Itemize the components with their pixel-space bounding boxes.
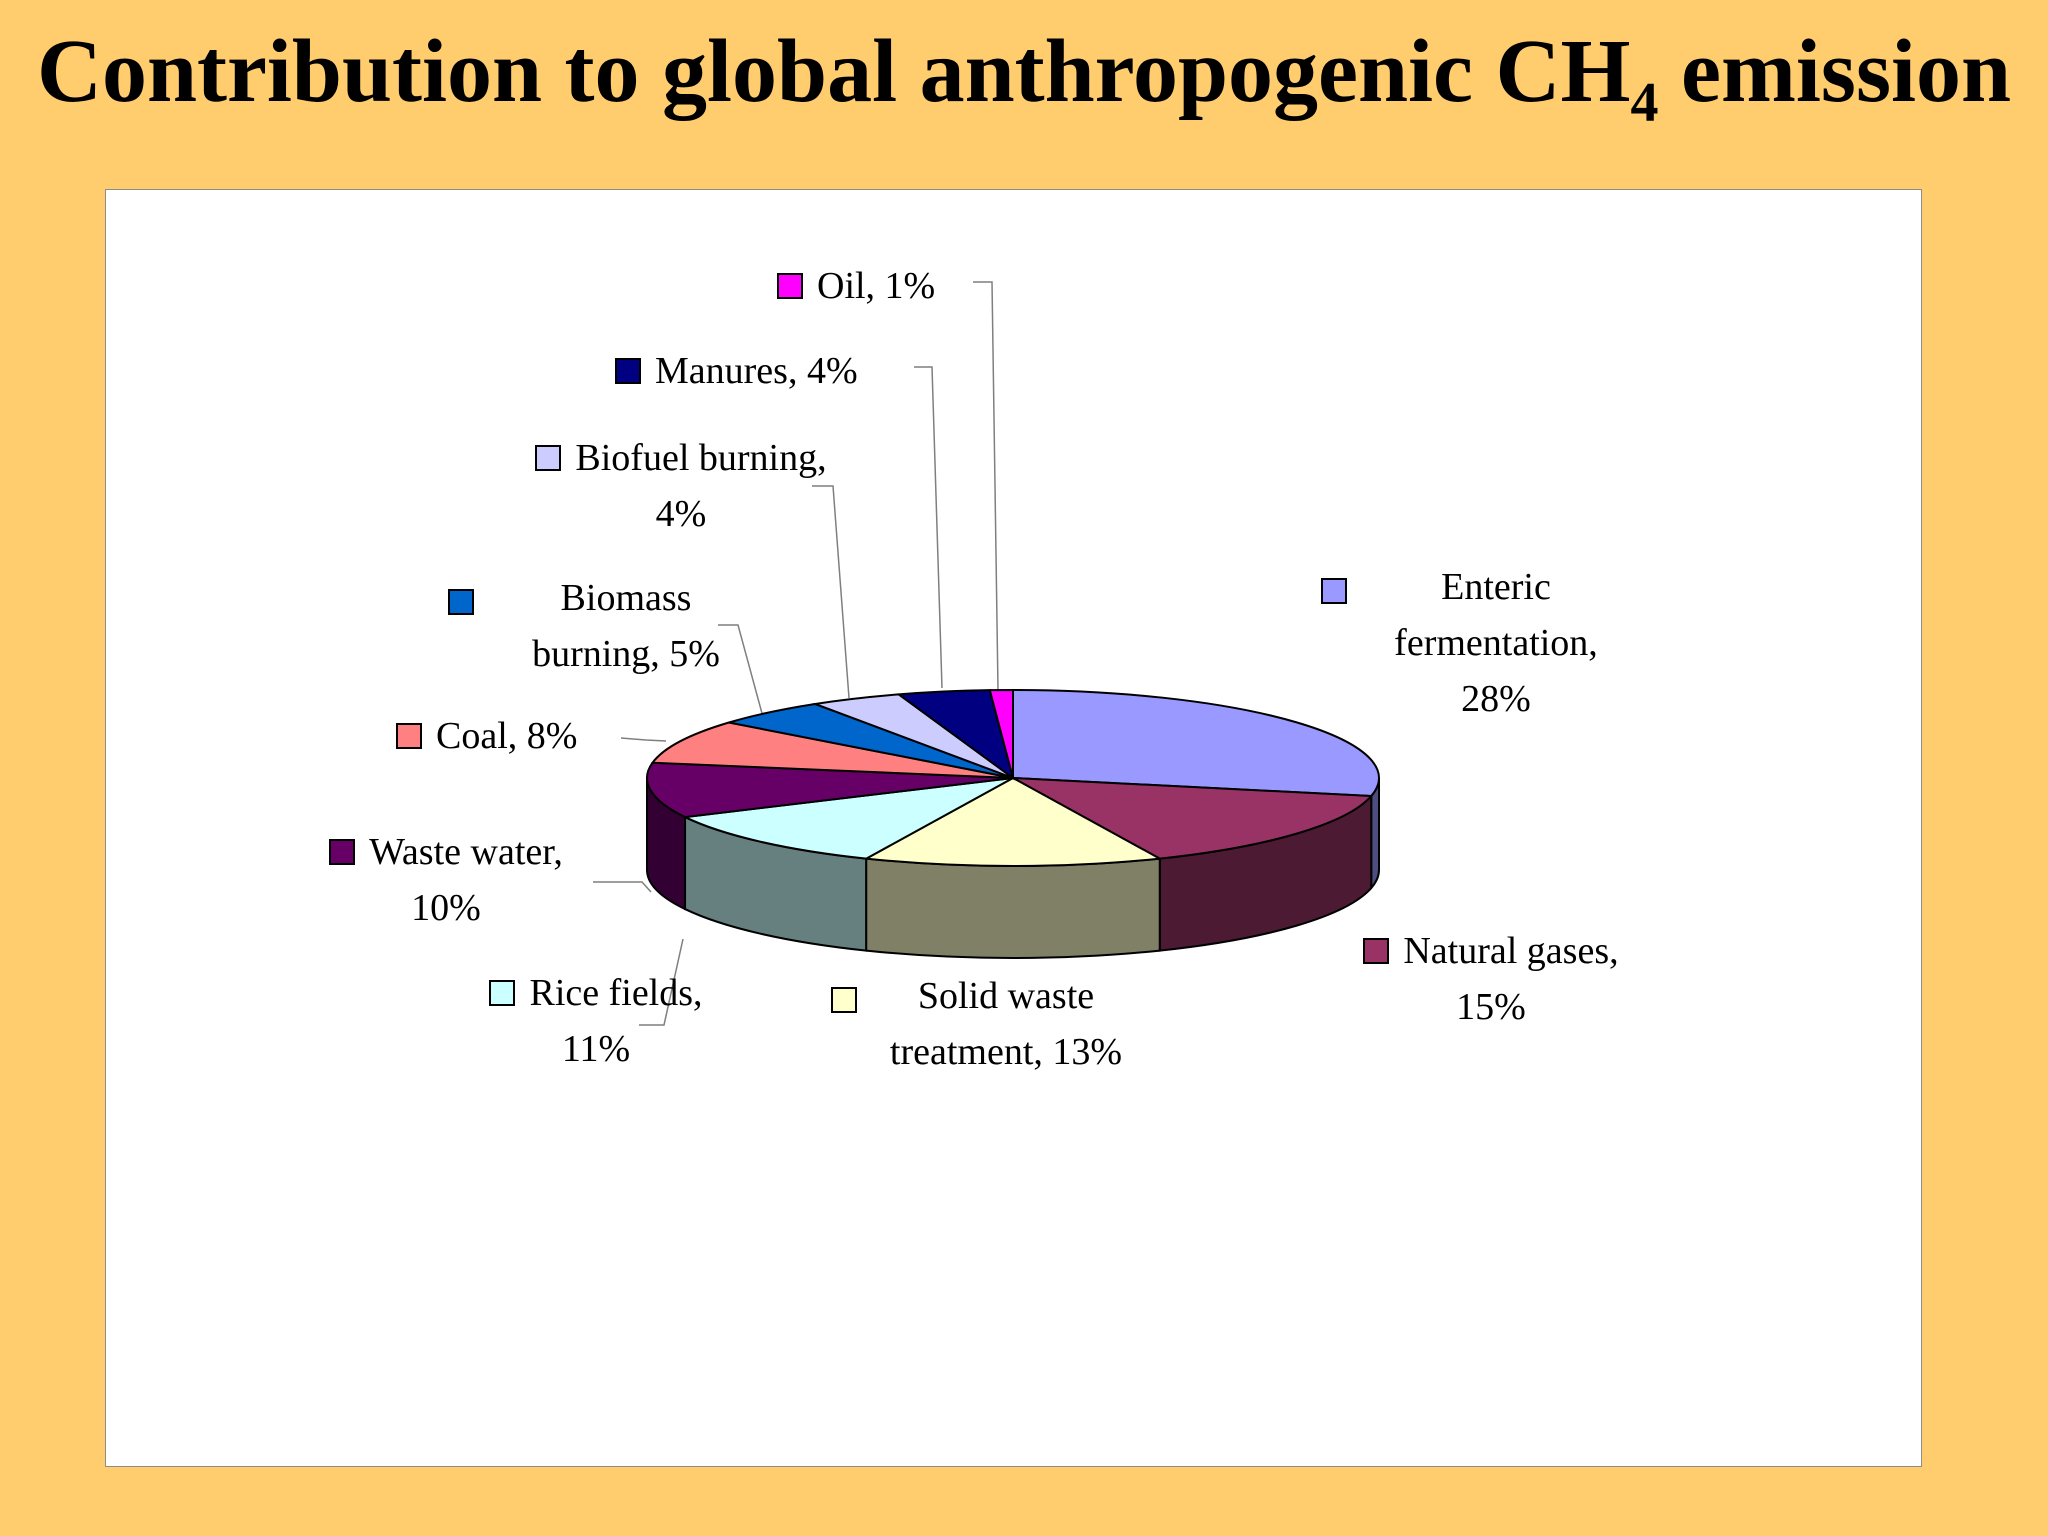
leader-line-rice [639,938,684,1026]
label-manures-text: Manures, 4% [655,350,858,392]
pie-chart [593,281,1380,1026]
pie-slice-enteric-fermentation [1012,688,1380,798]
title-tail: emission [1658,22,2012,121]
legend-swatch-biofuel [535,445,562,472]
chart-area: Oil, 1% Manures, 4% Biofuel burning, 4% B… [105,189,1922,1467]
pie-tops [646,688,1380,867]
leader-lines [593,281,999,1026]
label-waste-water-line2: 10% [411,887,481,929]
leader-line-biofuel [812,485,850,699]
label-oil-text: Oil, 1% [817,265,936,307]
label-solid-waste-line1: Solid waste [917,975,1095,1017]
pie-slice-solid-waste-treatment [862,776,1164,867]
pie-slice-oil [988,688,1014,779]
label-natural-gases-line1: Natural gases, [1403,930,1619,972]
title-subscript: 4 [1630,72,1659,134]
leader-line-coal [620,737,667,742]
leader-line-oil [973,281,999,691]
label-enteric-fermentation: Enteric fermentation, 28% [1311,559,1681,727]
leader-line-manures [914,366,943,689]
pie-slice-rice-fields [681,777,1014,860]
legend-swatch-oil [777,273,803,300]
legend-swatch-natural-gases [1363,938,1390,965]
label-enteric-line1: Enteric [1441,566,1551,608]
label-solid-waste-line2: treatment, 13% [889,1031,1123,1073]
slide-title: Contribution to global anthropogenic CH4… [0,22,2048,134]
label-waste-water: Waste water, 10% [296,824,596,936]
pie-slice-waste-water [646,761,1014,819]
leader-line-waste-water [593,881,652,893]
title-main: Contribution to global anthropogenic CH [36,22,1631,121]
leader-line-biomass [718,624,764,718]
label-enteric-line3: 28% [1461,678,1531,720]
label-natural-gases-line2: 15% [1456,986,1526,1028]
label-solid-waste: Solid waste treatment, 13% [831,968,1181,1080]
label-coal-text: Coal, 8% [436,715,578,757]
label-biomass-line1: Biomass [560,577,692,619]
legend-swatch-manures [615,358,641,385]
pie-sides [646,777,1380,959]
legend-swatch-coal [396,723,422,750]
label-rice-fields-line1: Rice fields, [529,972,703,1014]
pie-slice-natural-gases [1012,777,1374,860]
legend-swatch-waste-water [329,839,356,866]
label-natural-gases: Natural gases, 15% [1311,923,1671,1035]
label-waste-water-line1: Waste water, [369,831,563,873]
legend-swatch-solid-waste [831,987,857,1013]
label-enteric-line2: fermentation, [1394,622,1598,664]
label-rice-fields: Rice fields, 11% [446,965,746,1077]
label-biomass: Biomass burning, 5% [436,570,816,682]
label-manures: Manures, 4% [615,343,858,399]
label-oil: Oil, 1% [777,258,935,314]
pie-side-solid-waste-treatment [865,857,1161,959]
pie-slice-coal [650,721,1014,779]
label-biomass-line2: burning, 5% [532,633,720,675]
legend-swatch-rice-fields [489,980,516,1007]
label-biofuel-line1: Biofuel burning, [575,437,827,479]
label-biofuel-line2: 4% [655,493,707,535]
label-biofuel: Biofuel burning, 4% [461,430,901,542]
label-coal: Coal, 8% [396,708,577,764]
legend-swatch-biomass [448,589,474,615]
legend-swatch-enteric [1321,578,1347,604]
label-rice-fields-line2: 11% [561,1028,631,1070]
